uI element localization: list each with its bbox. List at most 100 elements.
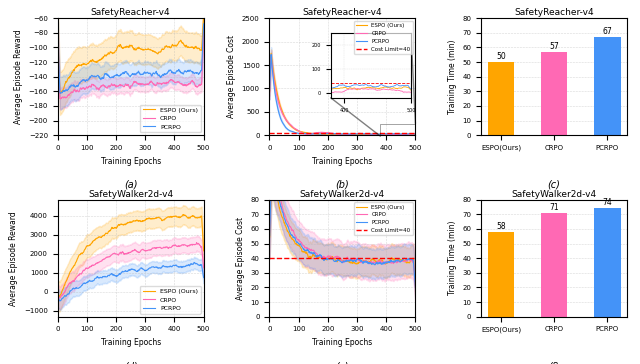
CRPO xyxy=(141,249,148,253)
Text: 71: 71 xyxy=(549,203,559,211)
PCRPO xyxy=(345,132,353,136)
PCRPO xyxy=(141,70,148,75)
Text: 67: 67 xyxy=(602,27,612,36)
CRPO xyxy=(266,90,273,94)
ESPO (Ours) xyxy=(124,44,132,48)
CRPO xyxy=(200,31,207,35)
PCRPO xyxy=(56,299,64,303)
ESPO (Ours) xyxy=(268,171,276,175)
Text: (b): (b) xyxy=(335,180,349,190)
Title: SafetyReacher-v4: SafetyReacher-v4 xyxy=(91,8,170,17)
Bar xyxy=(380,123,415,136)
ESPO (Ours) xyxy=(345,132,353,136)
ESPO (Ours) xyxy=(133,218,141,222)
CRPO xyxy=(133,250,141,254)
Bar xyxy=(488,62,515,135)
X-axis label: Training Epochs: Training Epochs xyxy=(312,157,372,166)
CRPO xyxy=(412,285,419,289)
CRPO xyxy=(133,81,141,86)
Text: 74: 74 xyxy=(602,198,612,207)
Line: PCRPO: PCRPO xyxy=(269,55,415,134)
ESPO (Ours) xyxy=(54,294,61,298)
ESPO (Ours) xyxy=(408,132,416,136)
PCRPO xyxy=(124,269,131,273)
Text: 57: 57 xyxy=(549,42,559,51)
ESPO (Ours) xyxy=(408,257,416,262)
ESPO (Ours) xyxy=(353,132,360,136)
Text: (c): (c) xyxy=(548,180,561,190)
Legend: ESPO (Ours), CRPO, PCRPO: ESPO (Ours), CRPO, PCRPO xyxy=(140,286,200,313)
Y-axis label: Average Episode Reward: Average Episode Reward xyxy=(10,211,19,305)
CRPO xyxy=(56,296,64,300)
CRPO xyxy=(57,97,65,101)
CRPO xyxy=(141,83,148,87)
Title: SafetyReacher-v4: SafetyReacher-v4 xyxy=(303,8,382,17)
PCRPO xyxy=(200,276,207,280)
ESPO (Ours) xyxy=(141,218,148,223)
CRPO xyxy=(124,250,132,255)
Title: SafetyWalker2d-v4: SafetyWalker2d-v4 xyxy=(511,190,596,199)
PCRPO xyxy=(266,88,273,92)
Bar xyxy=(541,52,568,135)
Cost Limit=40 xyxy=(266,131,273,135)
PCRPO xyxy=(385,132,393,136)
Y-axis label: Average Episode Cost: Average Episode Cost xyxy=(227,35,236,118)
CRPO xyxy=(124,83,132,87)
CRPO xyxy=(174,244,182,249)
ESPO (Ours) xyxy=(54,35,61,40)
PCRPO xyxy=(385,260,393,264)
ESPO (Ours) xyxy=(200,13,207,18)
ESPO (Ours) xyxy=(335,257,343,262)
Bar xyxy=(594,209,621,317)
Line: PCRPO: PCRPO xyxy=(58,262,204,301)
ESPO (Ours) xyxy=(174,42,182,47)
PCRPO xyxy=(200,22,207,26)
PCRPO xyxy=(335,258,343,263)
Line: ESPO (Ours): ESPO (Ours) xyxy=(58,214,204,297)
Text: 50: 50 xyxy=(496,52,506,61)
PCRPO xyxy=(345,258,353,263)
ESPO (Ours) xyxy=(412,284,419,288)
Title: SafetyReacher-v4: SafetyReacher-v4 xyxy=(515,8,594,17)
ESPO (Ours) xyxy=(345,259,353,264)
Text: (a): (a) xyxy=(124,180,138,190)
PCRPO xyxy=(54,36,61,40)
PCRPO xyxy=(408,132,416,136)
PCRPO xyxy=(133,269,141,274)
CRPO xyxy=(336,132,344,137)
Title: SafetyWalker2d-v4: SafetyWalker2d-v4 xyxy=(88,190,173,199)
ESPO (Ours) xyxy=(353,262,360,266)
ESPO (Ours) xyxy=(412,132,419,137)
ESPO (Ours) xyxy=(385,132,393,136)
CRPO xyxy=(336,256,344,260)
PCRPO xyxy=(141,269,148,273)
Bar xyxy=(488,232,515,317)
PCRPO xyxy=(353,132,360,136)
CRPO xyxy=(193,241,200,245)
PCRPO xyxy=(124,269,132,273)
X-axis label: Training Epochs: Training Epochs xyxy=(312,338,372,347)
Line: CRPO: CRPO xyxy=(58,243,204,298)
Y-axis label: Training Time (min): Training Time (min) xyxy=(448,221,457,296)
Text: 58: 58 xyxy=(496,222,506,231)
ESPO (Ours) xyxy=(336,258,344,262)
X-axis label: Training Epochs: Training Epochs xyxy=(100,338,161,347)
PCRPO xyxy=(266,233,273,238)
CRPO xyxy=(124,83,131,87)
CRPO xyxy=(353,132,360,136)
CRPO xyxy=(268,54,275,58)
Line: ESPO (Ours): ESPO (Ours) xyxy=(269,53,415,135)
ESPO (Ours) xyxy=(56,91,64,96)
Line: ESPO (Ours): ESPO (Ours) xyxy=(58,16,204,94)
CRPO xyxy=(412,133,419,137)
ESPO (Ours) xyxy=(385,259,393,263)
ESPO (Ours) xyxy=(266,89,273,93)
CRPO xyxy=(196,83,204,88)
CRPO xyxy=(268,161,276,166)
PCRPO xyxy=(124,72,131,76)
PCRPO xyxy=(191,260,198,265)
PCRPO xyxy=(268,166,276,170)
CRPO xyxy=(353,257,360,261)
CRPO xyxy=(408,259,416,263)
Line: PCRPO: PCRPO xyxy=(269,168,415,287)
